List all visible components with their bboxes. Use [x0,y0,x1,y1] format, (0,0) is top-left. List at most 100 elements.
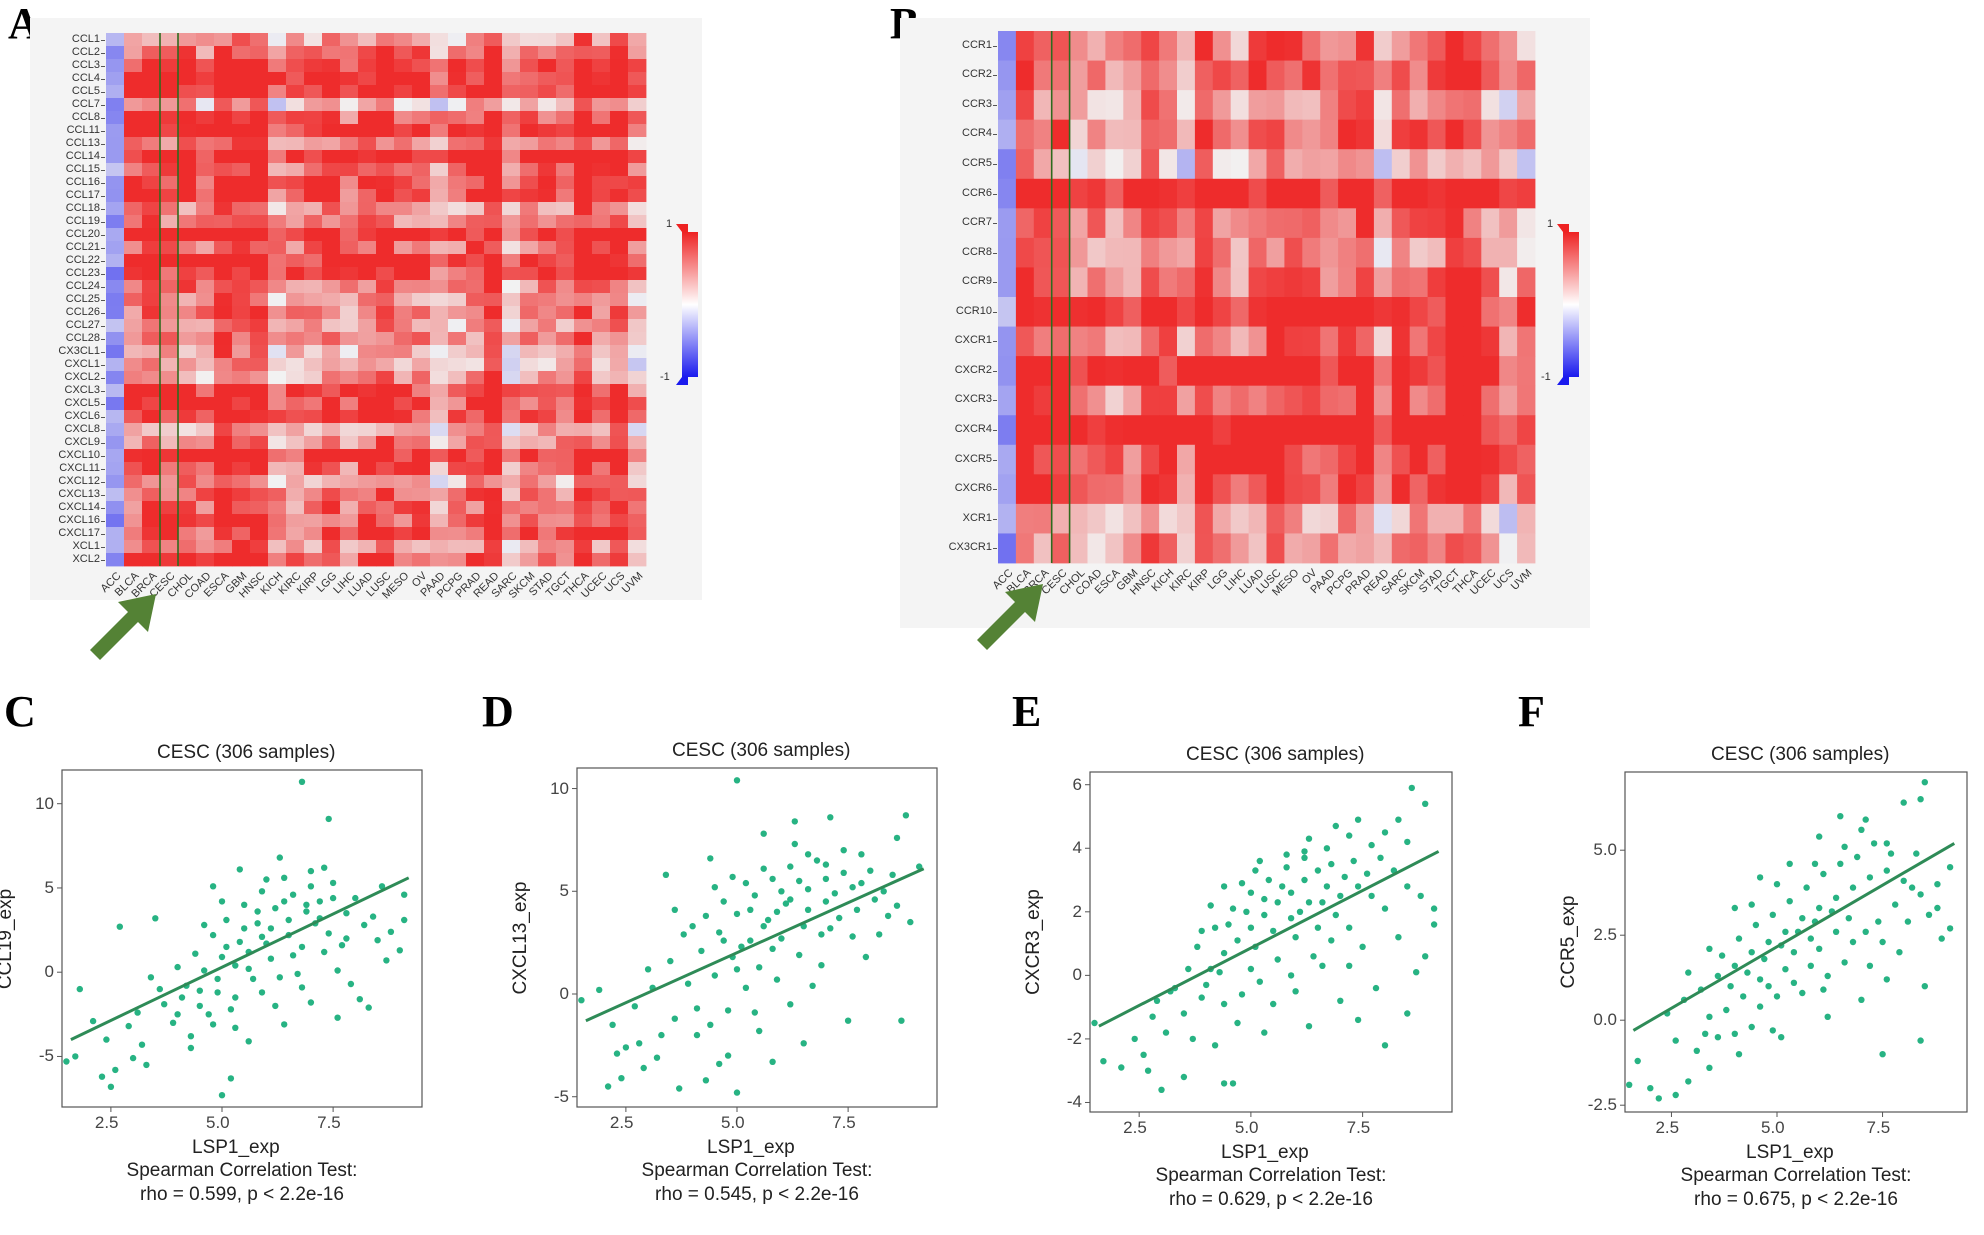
heatmap-cell [610,384,629,398]
heatmap-cell [1177,178,1196,209]
heatmap-cell [1427,474,1446,505]
row-label: CXCR4 [954,423,992,435]
heatmap-cell [628,254,647,268]
heatmap-cell [1230,326,1249,357]
heatmap-cell [1212,267,1232,298]
heatmap-cell [322,462,341,476]
heatmap-cell [340,371,359,385]
heatmap-cell [1141,90,1160,121]
heatmap-cell [628,527,647,541]
heatmap-cell [502,475,521,489]
heatmap-cell [412,59,431,73]
heatmap-cell [106,540,125,554]
heatmap-cell [628,462,647,476]
y-axis-label: CCL19_exp [0,888,16,989]
heatmap-cell [304,189,323,203]
heatmap-cell [1159,237,1178,268]
data-point [671,906,678,913]
heatmap-cell [484,163,503,177]
heatmap-cell [1499,385,1518,416]
heatmap-cell [1409,356,1428,387]
heatmap-cell [160,85,179,99]
heatmap-cell [250,72,269,86]
heatmap-cell [520,137,539,151]
data-point [254,908,261,915]
heatmap-cell [998,119,1017,150]
heatmap-cell [592,33,611,47]
heatmap-cell [1159,533,1178,564]
heatmap-cell [430,449,449,463]
heatmap-cell [1373,356,1393,387]
heatmap-cell [232,46,251,60]
heatmap-cell [520,553,539,567]
scatter-plot-c [57,769,423,1112]
heatmap-cell [610,410,629,424]
heatmap-cell [1141,149,1160,180]
heatmap-cell [1051,237,1070,268]
heatmap-cell [304,72,323,86]
heatmap-cell [214,137,233,151]
heatmap-cell [214,150,233,164]
heatmap-cell [160,527,179,541]
data-point [63,1058,70,1065]
heatmap-cell [268,72,287,86]
heatmap-cell [502,33,521,47]
data-point [1162,1029,1170,1036]
row-label: CXCL16 [58,513,100,526]
data-point [902,812,910,819]
heatmap-cell [196,267,215,281]
heatmap-cell [1069,474,1088,505]
heatmap-cell [1141,267,1160,298]
heatmap-cell [304,540,323,554]
heatmap-cell [556,85,575,99]
heatmap-cell [196,33,215,47]
heatmap-cell [484,462,503,476]
x-tick-label: 2.5 [1655,1118,1680,1137]
heatmap-cell [520,59,539,73]
heatmap-cell [1373,444,1393,475]
heatmap-cell [484,436,503,450]
heatmap-cell [574,293,593,307]
heatmap-cell [1302,149,1321,180]
heatmap-cell [286,410,305,424]
data-point [738,943,745,950]
heatmap-cell [1230,533,1249,564]
heatmap-cell [160,397,179,411]
heatmap-cell [592,215,611,229]
heatmap-cell [178,540,197,554]
heatmap-cell [538,488,557,502]
data-point [1765,938,1772,946]
heatmap-cell [214,124,233,138]
heatmap-cell [124,527,143,541]
heatmap-cell [1033,297,1053,327]
heatmap-cell [610,488,629,502]
heatmap-cell [286,33,305,47]
heatmap-cell [214,306,233,320]
data-point [249,975,257,983]
heatmap-cell [1284,149,1303,180]
heatmap-cell [1320,119,1339,150]
data-point [1153,997,1161,1004]
heatmap-cell [376,371,395,385]
heatmap-cell [1463,90,1482,121]
heatmap-cell [268,540,287,554]
heatmap-cell [502,345,521,359]
heatmap-cell [1015,444,1035,475]
x-tick-label: 5.0 [1234,1118,1259,1137]
heatmap-cell [268,423,287,437]
heatmap-cell [448,98,467,112]
heatmap-cell [286,475,305,489]
heatmap-cell [1302,31,1321,61]
row-tick [101,533,105,535]
heatmap-cell [1499,297,1518,327]
data-point [1265,876,1272,884]
heatmap-cell [1015,356,1035,387]
heatmap-cell [1284,326,1303,357]
heatmap-cell [1284,444,1303,475]
heatmap-cell [412,423,431,437]
heatmap-cell [430,228,449,242]
row-label: CCR9 [962,275,992,288]
heatmap-cell [556,98,575,112]
heatmap-cell [1373,119,1393,150]
row-tick [101,481,105,483]
